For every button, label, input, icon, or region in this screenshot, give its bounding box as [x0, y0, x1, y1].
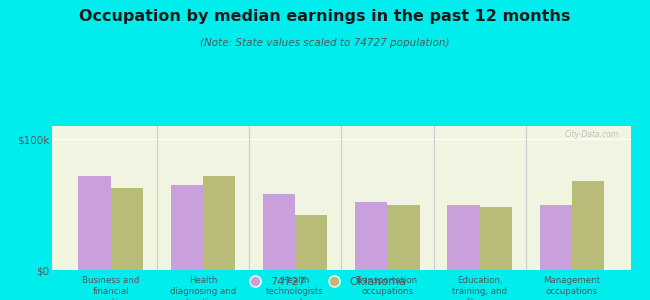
Bar	[263, 194, 295, 270]
Bar	[203, 176, 235, 270]
Bar	[572, 181, 604, 270]
Legend: 74727, Oklahoma: 74727, Oklahoma	[239, 273, 411, 291]
Bar	[78, 176, 111, 270]
Bar	[480, 207, 512, 270]
Bar	[111, 188, 143, 270]
Bar	[540, 205, 572, 270]
Text: (Note: State values scaled to 74727 population): (Note: State values scaled to 74727 popu…	[200, 38, 450, 47]
Bar	[387, 205, 420, 270]
Text: City-Data.com: City-Data.com	[565, 130, 619, 139]
Bar	[170, 185, 203, 270]
Bar	[447, 205, 480, 270]
Bar	[355, 202, 387, 270]
Bar	[295, 215, 328, 270]
Text: Occupation by median earnings in the past 12 months: Occupation by median earnings in the pas…	[79, 9, 571, 24]
